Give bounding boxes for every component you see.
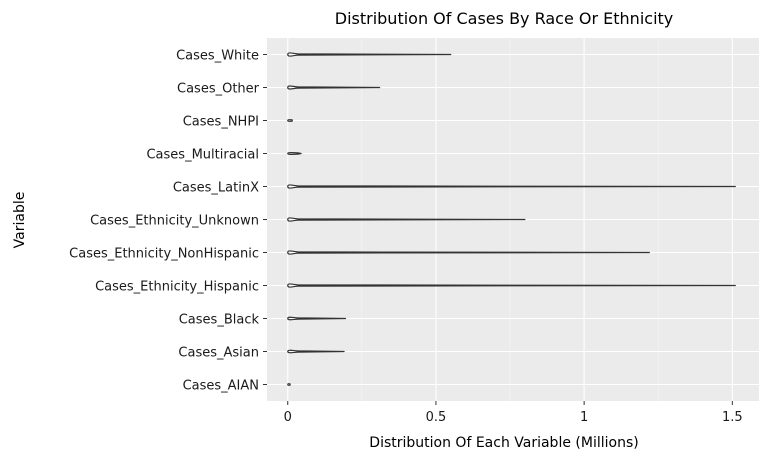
y-tick-label: Cases_Other — [177, 82, 260, 97]
x-tick-label: 1.5 — [722, 410, 743, 425]
y-axis-title: Variable — [12, 192, 28, 249]
violin-series — [287, 52, 736, 386]
y-tick-label: Cases_LatinX — [173, 181, 259, 196]
y-tick-label: Cases_Ethnicity_Unknown — [90, 214, 259, 229]
x-axis: 0 0.5 1 1.5 — [284, 401, 743, 425]
violin-shape — [287, 85, 381, 90]
y-tick-label: Cases_NHPI — [183, 115, 259, 130]
y-tick-label: Cases_Black — [179, 313, 260, 328]
x-axis-title: Distribution Of Each Variable (Millions) — [369, 435, 638, 451]
chart-title: Distribution Of Cases By Race Or Ethnici… — [335, 9, 674, 28]
violin-shape — [287, 52, 452, 57]
x-tick-label: 0.5 — [426, 410, 447, 425]
x-tick-label: 1 — [580, 410, 588, 425]
violin-shape — [287, 119, 293, 122]
x-tick-label: 0 — [284, 410, 292, 425]
violin-shape — [287, 184, 736, 189]
violin-shape — [287, 283, 736, 288]
y-axis: Cases_White Cases_Other Cases_NHPI Cases_Mu… — [69, 49, 267, 394]
violin-shape — [287, 316, 347, 321]
violin-shape — [287, 152, 302, 155]
y-tick-label: Cases_Multiracial — [146, 148, 259, 163]
violin-shape — [287, 349, 345, 354]
y-tick-label: Cases_Asian — [178, 346, 259, 361]
y-tick-label: Cases_White — [176, 49, 259, 64]
y-tick-label: Cases_AIAN — [183, 379, 259, 394]
violin-shape — [287, 217, 526, 222]
y-tick-label: Cases_Ethnicity_Hispanic — [95, 280, 259, 295]
violin-shape — [287, 383, 291, 386]
violin-shape — [287, 250, 650, 255]
y-tick-label: Cases_Ethnicity_NonHispanic — [69, 247, 259, 262]
